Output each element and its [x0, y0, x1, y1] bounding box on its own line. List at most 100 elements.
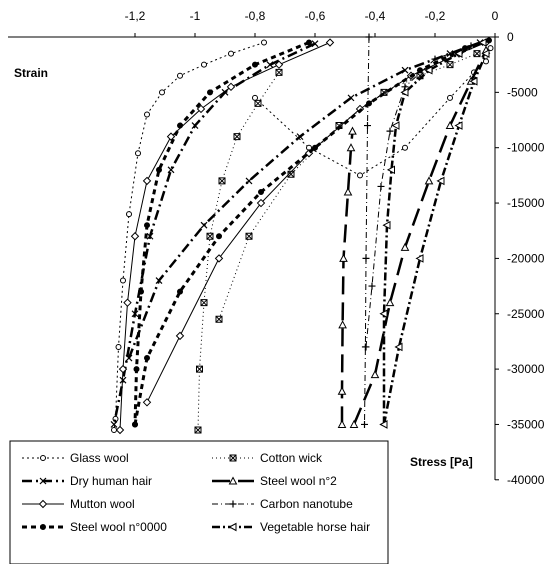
- legend-item: Cotton wick: [212, 451, 323, 465]
- axes: -1,2 -1 -0,8 -0,6 -0,4 -0,2 0 0 -5000 -10000 -150…: [8, 9, 544, 487]
- legend-label: Dry human hair: [70, 474, 152, 488]
- data-point-marker: [38, 499, 48, 509]
- data-point-marker: [131, 310, 139, 318]
- data-point-marker: [447, 94, 453, 101]
- data-point-marker: [424, 176, 434, 185]
- data-point-marker: [233, 133, 241, 141]
- data-point-marker: [166, 132, 176, 141]
- data-point-marker: [138, 288, 144, 295]
- data-point-marker: [343, 187, 353, 196]
- x-tick-label: -1,2: [125, 9, 146, 23]
- data-point-marker: [362, 343, 370, 351]
- data-point-marker: [400, 242, 410, 251]
- x-tick-label: -0,4: [365, 9, 386, 23]
- data-point-marker: [339, 253, 348, 262]
- data-point-marker: [177, 288, 183, 295]
- data-point-marker: [379, 420, 388, 429]
- data-point-marker: [159, 89, 165, 96]
- data-point-marker: [207, 89, 213, 96]
- legend-item: Dry human hair: [22, 474, 152, 488]
- data-point-marker: [487, 45, 494, 52]
- data-point-marker: [347, 94, 355, 102]
- x-tick-label: -0,8: [245, 9, 266, 23]
- data-point-marker: [361, 420, 368, 428]
- data-point-marker: [445, 121, 455, 130]
- legend-item: Glass wool: [22, 451, 129, 465]
- data-point-marker: [370, 370, 380, 379]
- legend: Glass wool Cotton wick Dry human hair Steel…: [9, 440, 389, 564]
- data-point-marker: [254, 99, 262, 107]
- data-point-marker: [377, 182, 385, 190]
- series-steel-wool-n-0000: [132, 37, 492, 428]
- data-point-marker: [119, 376, 127, 384]
- data-point-marker: [214, 254, 224, 263]
- x-axis-label: Stress [Pa]: [410, 455, 473, 469]
- data-point-marker: [366, 100, 372, 107]
- data-point-marker: [486, 37, 492, 44]
- series-carbon-nanotube: [361, 33, 475, 428]
- data-point-marker: [417, 67, 423, 74]
- data-point-marker: [218, 177, 226, 185]
- y-axis-label: Strain: [14, 66, 48, 80]
- data-point-marker: [386, 127, 394, 135]
- data-point-marker: [155, 277, 163, 284]
- data-point-marker: [401, 66, 409, 74]
- data-point-marker: [201, 61, 207, 68]
- data-point-marker: [306, 39, 312, 46]
- data-point-marker: [110, 421, 118, 428]
- legend-item: Mutton wool: [22, 497, 135, 511]
- series-steel-wool-n-2: [337, 45, 491, 428]
- data-point-marker: [40, 524, 46, 530]
- data-point-marker: [115, 425, 125, 435]
- data-point-marker: [135, 150, 141, 157]
- series-line-return: [127, 41, 481, 359]
- y-tick-label: -20000: [507, 251, 544, 265]
- series-line-return: [254, 47, 491, 176]
- data-point-marker: [379, 309, 388, 319]
- data-point-marker: [144, 111, 150, 118]
- y-tick-label: -15000: [507, 196, 544, 210]
- data-point-marker: [146, 232, 154, 240]
- data-point-marker: [401, 83, 409, 91]
- data-point-marker: [386, 165, 395, 175]
- data-point-marker: [226, 82, 236, 92]
- series-line-return: [218, 53, 478, 320]
- data-point-marker: [296, 133, 304, 141]
- legend-label: Vegetable horse hair: [260, 520, 370, 534]
- data-point-marker: [229, 500, 237, 508]
- data-point-marker: [275, 68, 283, 76]
- data-point-marker: [177, 122, 183, 129]
- data-point-marker: [481, 49, 490, 58]
- legend-label: Carbon nanotube: [260, 497, 353, 511]
- data-point-marker: [256, 198, 266, 208]
- y-tick-label: -30000: [507, 362, 544, 376]
- data-point-marker: [483, 58, 489, 65]
- y-tick-label: 0: [507, 30, 514, 44]
- legend-item: Steel wool n°2: [212, 474, 337, 488]
- data-point-marker: [385, 298, 395, 307]
- series-line-return: [133, 38, 490, 425]
- series-line: [364, 36, 370, 425]
- series-line-return: [352, 49, 488, 425]
- data-point-marker: [142, 176, 152, 186]
- data-point-marker: [40, 455, 46, 461]
- legend-box: [9, 440, 389, 564]
- x-tick-label: -1: [190, 9, 201, 23]
- series-line: [119, 42, 331, 431]
- y-tick-label: -25000: [507, 307, 544, 321]
- data-point-marker: [120, 277, 126, 284]
- data-point-marker: [338, 320, 347, 329]
- data-point-marker: [175, 331, 185, 341]
- data-point-marker: [337, 419, 347, 428]
- data-point-marker: [252, 61, 258, 68]
- data-point-marker: [368, 282, 376, 290]
- data-point-marker: [133, 366, 140, 373]
- data-point-marker: [261, 39, 267, 46]
- legend-label: Cotton wick: [260, 451, 323, 465]
- data-point-marker: [365, 33, 373, 41]
- data-point-marker: [382, 220, 391, 230]
- data-point-marker: [469, 76, 478, 86]
- data-point-marker: [39, 477, 47, 485]
- data-point-marker: [130, 232, 140, 241]
- series-layer: [110, 33, 494, 435]
